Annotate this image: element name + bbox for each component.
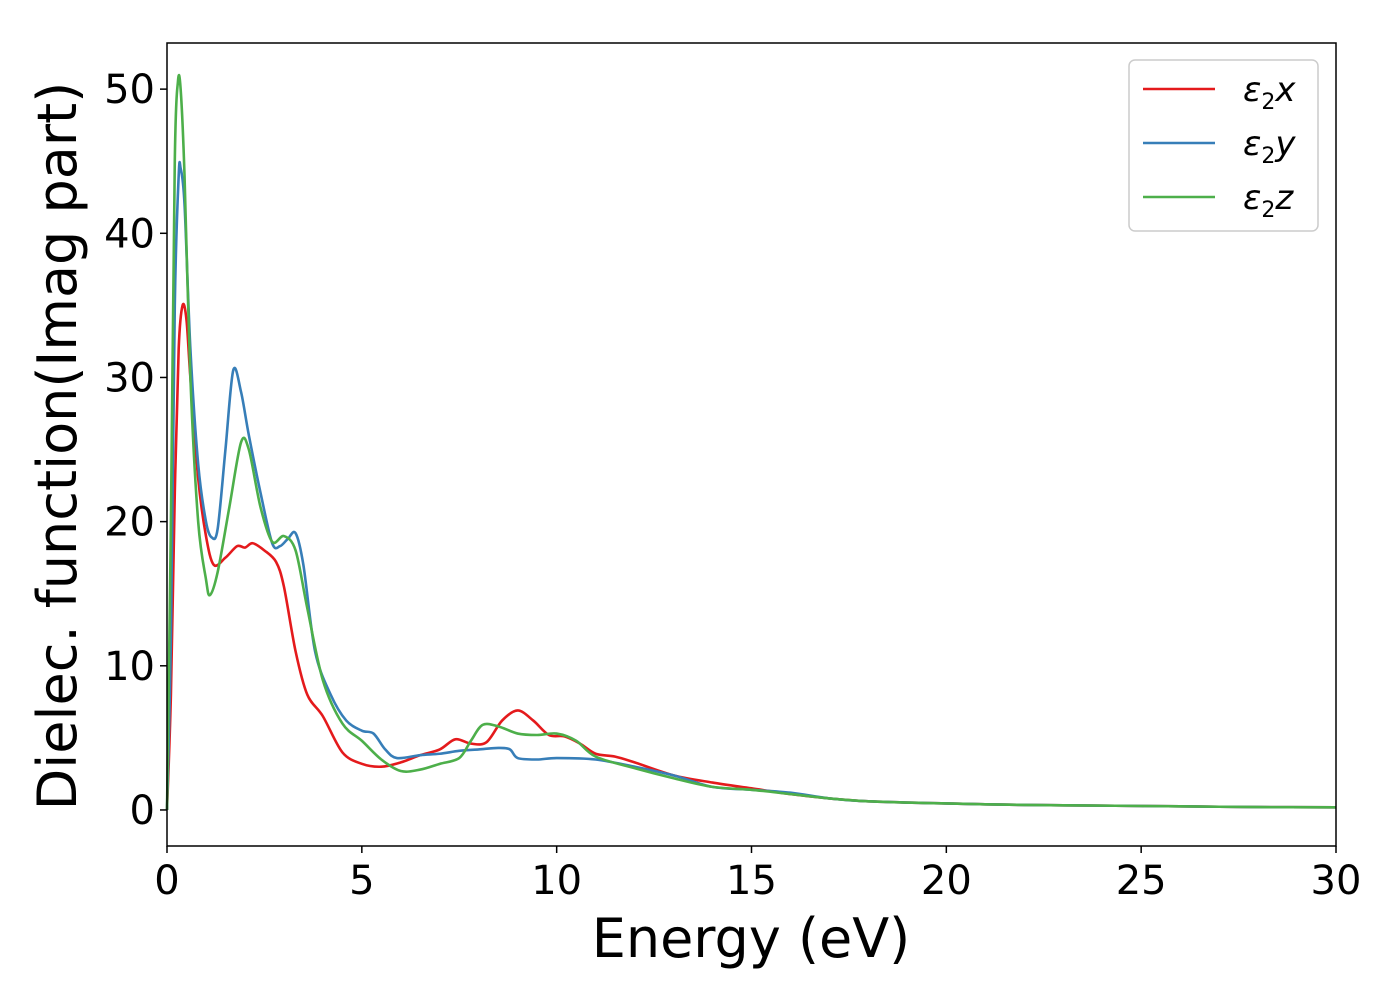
y-tick-label: 40 [104, 211, 155, 257]
legend-entries: ε2x ε2y ε2z [1143, 70, 1296, 223]
y-tick-label: 50 [104, 67, 155, 113]
y-axis-ticks: 0 10 20 30 40 50 [104, 67, 167, 834]
x-tick-label: 15 [726, 858, 777, 904]
legend-label-y: ε2y [1243, 124, 1296, 169]
legend-label-z: ε2z [1243, 178, 1294, 223]
series-line-y [165, 160, 1337, 810]
x-tick-label: 0 [154, 858, 179, 904]
x-tick-label: 25 [1116, 858, 1167, 904]
series-lines [165, 73, 1337, 811]
series-line-x [165, 302, 1337, 811]
y-tick-label: 30 [104, 355, 155, 401]
y-tick-label: 20 [104, 500, 155, 546]
x-tick-label: 30 [1311, 858, 1362, 904]
y-tick-label: 10 [104, 644, 155, 690]
x-tick-label: 20 [921, 858, 972, 904]
y-axis-label: Dielec. function(Imag part) [26, 82, 89, 811]
x-tick-label: 10 [531, 858, 582, 904]
y-tick-label: 0 [130, 788, 155, 834]
legend-box [1128, 59, 1319, 232]
legend-label-x: ε2x [1243, 70, 1296, 115]
legend: ε2x ε2y ε2z [1128, 59, 1319, 232]
x-tick-label: 5 [349, 858, 374, 904]
x-axis-label: Energy (eV) [592, 907, 911, 970]
series-line-z [165, 73, 1337, 810]
x-axis-ticks: 0 5 10 15 20 25 30 [154, 846, 1361, 904]
